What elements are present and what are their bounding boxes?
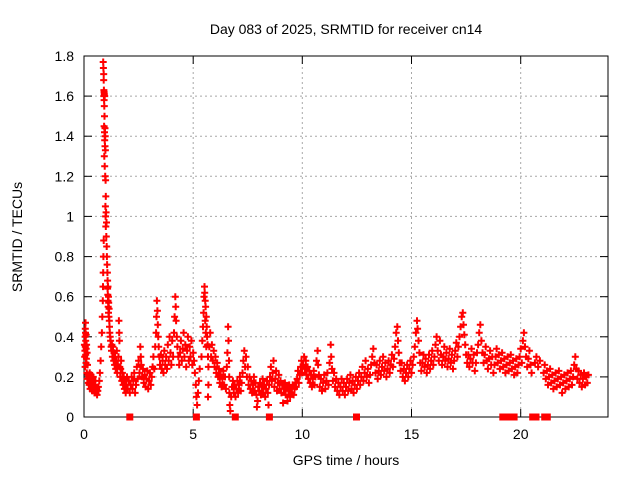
- zero-value-markers: [126, 413, 551, 421]
- x-tick-label: 15: [404, 426, 420, 442]
- y-tick-label: 0.6: [55, 289, 75, 305]
- x-tick-label: 10: [295, 426, 311, 442]
- scatter-points: [80, 58, 592, 415]
- plot-border: [83, 55, 609, 418]
- x-tick-label: 0: [80, 426, 88, 442]
- y-tick-labels: 0 0.2 0.4 0.6 0.8 1 1.2 1.4 1.6 1.8: [55, 48, 75, 425]
- x-tick-label: 20: [513, 426, 529, 442]
- y-tick-label: 0: [66, 409, 74, 425]
- chart-title: Day 083 of 2025, SRMTID for receiver cn1…: [209, 21, 483, 37]
- y-tick-label: 1.2: [55, 168, 75, 184]
- y-tick-label: 0.8: [55, 249, 75, 265]
- y-tick-label: 0.2: [55, 369, 75, 385]
- y-tick-label: 1.6: [55, 88, 75, 104]
- y-tick-label: 1.8: [55, 48, 75, 64]
- x-tick-label: 5: [189, 426, 197, 442]
- y-tick-label: 1: [66, 208, 74, 224]
- y-tick-label: 0.4: [55, 329, 75, 345]
- x-axis-label: GPS time / hours: [292, 452, 400, 468]
- x-tick-labels: 0 5 10 15 20: [80, 426, 529, 442]
- y-tick-label: 1.4: [55, 128, 75, 144]
